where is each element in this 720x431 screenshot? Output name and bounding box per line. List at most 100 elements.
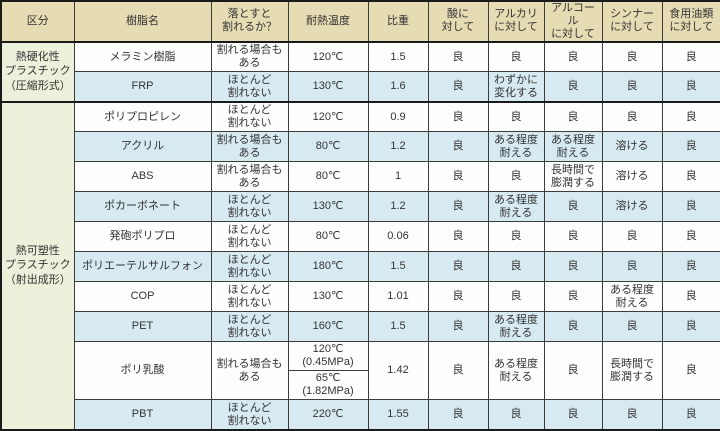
cell-breakability: 割れる場合も ある [210,341,289,401]
cell-heat-lower: 65℃ (1.82MPa) [287,370,369,401]
cell-alcohol: 良 [543,41,603,73]
cell-resin: PET [73,311,212,343]
cell-alkali: わずかに 変化する [487,71,545,103]
cell-alcohol: 良 [543,251,603,283]
cell-alkali: ある程度 耐える [487,311,545,343]
cell-alcohol: 良 [543,311,603,343]
cell-breakability: ほとんど 割れない [210,281,289,313]
cell-oil: 良 [661,161,720,193]
cell-thinner: 良 [601,100,663,133]
cell-heat: 80℃ [287,131,369,163]
cell-heat: 130℃ [287,71,369,103]
cell-resin: COP [73,281,212,313]
cell-resin: ポリプロピレン [73,100,212,133]
cell-breakability: 割れる場合も ある [210,131,289,163]
cell-breakability: ほとんど 割れない [210,100,289,133]
cell-heat: 80℃ [287,221,369,253]
cell-alkali: 良 [487,161,545,193]
cell-heat: 160℃ [287,311,369,343]
table-row-polypropylene: 熱可塑性 プラスチック （射出成形） ポリプロピレン ほとんど 割れない 120… [0,100,720,431]
cell-acid: 良 [427,311,489,343]
cell-oil: 良 [661,41,720,73]
cell-thinner: 良 [601,251,663,283]
cell-gravity: 1.5 [367,311,429,343]
cell-resin: ポカーボネート [73,191,212,223]
column-header-resin: 樹脂名 [73,0,212,43]
table-row-pbt: PBT ほとんど 割れない 220℃ 1.55 良 良 良 良 良 [1,399,720,431]
cell-alkali: 良 [487,281,545,313]
cell-heat: 220℃ [287,399,369,431]
cell-resin: 発砲ポリプロ [73,221,212,253]
cell-gravity: 1.5 [367,251,429,283]
cell-resin: ポリエーテルサルフォン [73,251,212,283]
cell-breakability: 割れる場合も ある [210,41,289,73]
cell-resin: アクリル [73,131,212,163]
cell-oil: 良 [661,100,720,133]
cell-alkali: ある程度 耐える [487,131,545,163]
cell-thinner: 良 [601,71,663,103]
cell-alkali: 良 [487,399,545,431]
table-row-foamed-polypro: 発砲ポリプロ ほとんど 割れない 80℃ 0.06 良 良 良 良 良 [1,221,720,253]
cell-acid: 良 [427,131,489,163]
cell-thinner: 良 [601,399,663,431]
cell-breakability: ほとんど 割れない [210,399,289,431]
cell-gravity: 1.5 [367,41,429,73]
cell-thinner: 溶ける [601,131,663,163]
cell-alkali: ある程度 耐える [487,341,545,401]
table-row-polyethersulfone: ポリエーテルサルフォン ほとんど 割れない 180℃ 1.5 良 良 良 良 良 [1,251,720,283]
cell-heat: 130℃ [287,191,369,223]
cell-alkali: 良 [487,251,545,283]
cell-gravity: 1.01 [367,281,429,313]
cell-gravity: 1 [367,161,429,193]
cell-oil: 良 [661,399,720,431]
column-header-heat: 耐熱温度 [287,0,369,43]
column-header-acid: 酸に 対して [427,0,489,43]
cell-acid: 良 [427,100,489,133]
cell-alcohol: 良 [543,281,603,313]
cell-resin: PBT [73,399,212,431]
column-header-alkali: アルカリ に対して [487,0,545,43]
cell-thinner: 溶ける [601,161,663,193]
cell-alkali: 良 [487,100,545,133]
cell-heat-upper: 120℃ (0.45MPa) [287,341,369,372]
cell-oil: 良 [661,71,720,103]
cell-heat: 180℃ [287,251,369,283]
cell-gravity: 0.9 [367,100,429,133]
cell-oil: 良 [661,221,720,253]
cell-breakability: ほとんど 割れない [210,221,289,253]
cell-resin: ポリ乳酸 [73,341,212,401]
cell-thinner: 良 [601,41,663,73]
cell-thinner: 良 [601,221,663,253]
table-row-melamine: 熱硬化性 プラスチック （圧縮形式） メラミン樹脂 割れる場合も ある 120℃… [0,41,720,103]
cell-acid: 良 [427,161,489,193]
cell-oil: 良 [661,251,720,283]
cell-alcohol: 良 [543,341,603,401]
column-header-gravity: 比重 [367,0,429,43]
table-row-frp: FRP ほとんど 割れない 130℃ 1.6 良 わずかに 変化する 良 良 良 [1,71,720,103]
column-header-thinner: シンナー に対して [601,0,663,43]
cell-alkali: 良 [487,221,545,253]
cell-resin: FRP [73,71,212,103]
cell-alcohol: 良 [543,71,603,103]
table-row-cop: COP ほとんど 割れない 130℃ 1.01 良 良 良 ある程度 耐える 良 [1,281,720,313]
group-cell-thermoplastic: 熱可塑性 プラスチック （射出成形） [0,100,75,431]
cell-breakability: ほとんど 割れない [210,251,289,283]
cell-gravity: 1.55 [367,399,429,431]
cell-gravity: 1.2 [367,131,429,163]
column-header-oil: 食用油類 に対して [661,0,720,43]
cell-gravity: 1.6 [367,71,429,103]
cell-thinner: 溶ける [601,191,663,223]
cell-alcohol: 良 [543,399,603,431]
cell-heat: 120℃ [287,41,369,73]
cell-oil: 良 [661,191,720,223]
cell-thinner: 良 [601,311,663,343]
cell-oil: 良 [661,131,720,163]
cell-acid: 良 [427,41,489,73]
table-row-polycarbonate: ポカーボネート ほとんど 割れない 130℃ 1.2 良 ある程度 耐える 良 … [1,191,720,223]
cell-alkali: ある程度 耐える [487,191,545,223]
cell-heat: 130℃ [287,281,369,313]
table-row-pet: PET ほとんど 割れない 160℃ 1.5 良 ある程度 耐える 良 良 良 [1,311,720,343]
cell-heat: 80℃ [287,161,369,193]
cell-breakability: 割れる場合も ある [210,161,289,193]
